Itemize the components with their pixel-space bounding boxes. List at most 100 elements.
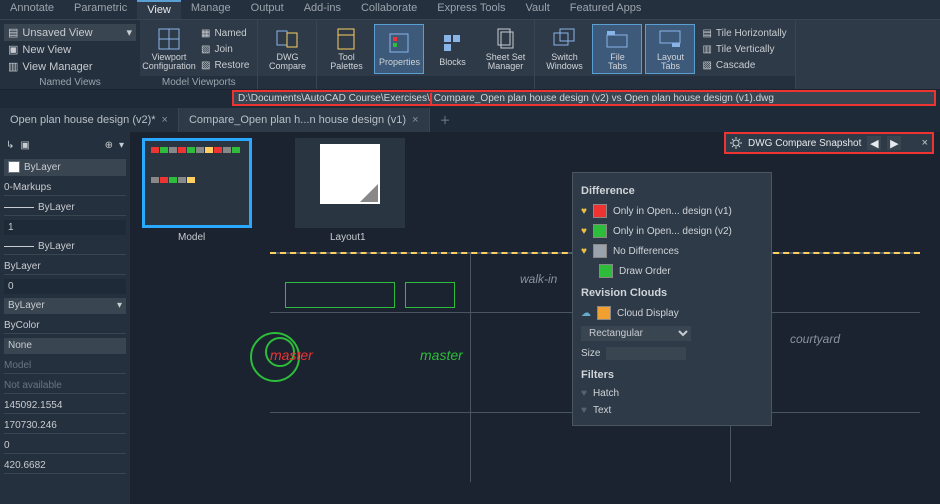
sheetset-button[interactable]: Sheet SetManager	[480, 24, 530, 74]
courtyard-text: courtyard	[790, 332, 840, 346]
menu-tab-view[interactable]: View	[137, 0, 181, 19]
unsaved-view-dropdown[interactable]: ▤ Unsaved View ▾	[4, 24, 136, 41]
view-manager-icon: ▥	[8, 60, 18, 73]
drawing-canvas[interactable]: Model Layout1 master master walk-in cour…	[130, 132, 940, 504]
menu-tab-annotate[interactable]: Annotate	[0, 0, 64, 19]
text-label: Text	[593, 405, 611, 416]
tile-v-label: Tile Vertically	[716, 44, 775, 55]
filepath-prefix: D:\Documents\AutoCAD Course\Exercises\	[238, 93, 430, 104]
walkin-text: walk-in	[520, 272, 557, 286]
properties-button[interactable]: Properties	[374, 24, 424, 74]
filters-heading: Filters	[581, 369, 763, 381]
menu-tab-parametric[interactable]: Parametric	[64, 0, 137, 19]
bylayer-color-row[interactable]: ByLayer	[4, 159, 126, 176]
close-icon[interactable]: ×	[922, 137, 928, 149]
filepath-bar: D:\Documents\AutoCAD Course\Exercises\Co…	[232, 90, 936, 106]
layout-thumbnail[interactable]	[295, 138, 405, 228]
hatch-filter-row[interactable]: ♥Hatch	[581, 385, 763, 402]
cloud-shape-select[interactable]: Rectangular	[581, 326, 691, 341]
color-swatch	[8, 161, 20, 173]
lineweight-label: ByLayer	[38, 241, 75, 252]
main-area: ↳ ▣ ⊕ ▾ ByLayer 0-Markups ByLayer 1 ByLa…	[0, 132, 940, 504]
dwg-compare-button[interactable]: DWGCompare	[262, 24, 312, 74]
close-icon[interactable]: ×	[162, 114, 168, 126]
close-icon[interactable]: ×	[412, 114, 418, 126]
tile-vertically-button[interactable]: ▥Tile Vertically	[698, 42, 790, 57]
cloud-icon[interactable]: ☁	[581, 308, 591, 319]
nodiff-row[interactable]: ♥No Differences	[581, 241, 763, 261]
tool-palettes-button[interactable]: ToolPalettes	[321, 24, 371, 74]
coord-z-val: 0	[4, 440, 10, 451]
cloud-size-input[interactable]	[606, 347, 686, 360]
document-tabs: Open plan house design (v2)* × Compare_O…	[0, 108, 940, 132]
diff-v2-label: Only in Open... design (v2)	[613, 226, 732, 237]
diff-v2-row[interactable]: ♥ Only in Open... design (v2)	[581, 221, 763, 241]
scale-input[interactable]: 1	[4, 220, 126, 235]
cascade-button[interactable]: ▧Cascade	[698, 58, 790, 73]
menu-tab-addins[interactable]: Add-ins	[294, 0, 351, 19]
menu-tab-express[interactable]: Express Tools	[427, 0, 515, 19]
cloud-shape-row[interactable]: Rectangular	[581, 323, 763, 344]
bulb-icon[interactable]: ♥	[581, 206, 587, 217]
bulb-icon[interactable]: ♥	[581, 388, 587, 399]
named-label: Named	[214, 28, 246, 39]
bycolor-row: ByColor	[4, 318, 126, 334]
draworder-row[interactable]: Draw Order	[581, 261, 763, 281]
menu-tab-collaborate[interactable]: Collaborate	[351, 0, 427, 19]
transparency-input[interactable]: 0	[4, 279, 126, 294]
next-diff-button[interactable]: ▶	[887, 136, 901, 150]
menu-tab-output[interactable]: Output	[241, 0, 294, 19]
chevron-down-icon: ▾	[117, 300, 122, 311]
view-manager-button[interactable]: ▥ View Manager	[4, 58, 136, 75]
layer-row[interactable]: 0-Markups	[4, 180, 126, 196]
blocks-button[interactable]: Blocks	[427, 24, 477, 74]
doc-tab-compare[interactable]: Compare_Open plan h...n house design (v1…	[179, 108, 430, 132]
bulb-icon[interactable]: ♥	[581, 246, 587, 257]
menu-tab-featured[interactable]: Featured Apps	[560, 0, 652, 19]
plus-icon[interactable]: ⊕	[105, 140, 113, 151]
prev-diff-button[interactable]: ◀	[867, 136, 881, 150]
cube-icon[interactable]: ▣	[20, 140, 29, 151]
lineweight-row[interactable]: ByLayer	[4, 239, 126, 255]
bylayer-row2[interactable]: ByLayer▾	[4, 298, 126, 314]
coord-y: 170730.246	[4, 418, 126, 434]
viewport-named-button[interactable]: ▦Named	[197, 26, 253, 41]
revclouds-heading: Revision Clouds	[581, 287, 763, 299]
bulb-icon[interactable]: ♥	[581, 226, 587, 237]
diff-v1-row[interactable]: ♥Only in Open... design (v1)	[581, 201, 763, 221]
tile-h-icon: ▤	[702, 28, 711, 39]
viewport-join-button[interactable]: ▧Join	[197, 42, 253, 57]
model-thumbnail[interactable]	[142, 138, 252, 228]
coord-w-val: 420.6682	[4, 460, 46, 471]
cloud-display-row[interactable]: ☁Cloud Display	[581, 303, 763, 323]
new-tab-button[interactable]: ＋	[430, 108, 461, 132]
bulb-icon[interactable]: ♥	[581, 405, 587, 416]
layout-tabs-button[interactable]: LayoutTabs	[645, 24, 695, 74]
linetype-row[interactable]: ByLayer	[4, 200, 126, 216]
viewport-restore-button[interactable]: ▨Restore	[197, 58, 253, 73]
none-row[interactable]: None	[4, 338, 126, 354]
gear-icon[interactable]	[730, 137, 742, 149]
dwg-compare-panel: Difference ♥Only in Open... design (v1) …	[572, 172, 772, 426]
switch-windows-button[interactable]: SwitchWindows	[539, 24, 589, 74]
doc-tab-v2[interactable]: Open plan house design (v2)* ×	[0, 108, 179, 132]
transparency-row[interactable]: ByLayer	[4, 259, 126, 275]
viewport-group-label: Model Viewports	[140, 76, 257, 89]
tile-horizontally-button[interactable]: ▤ Tile Horizontally	[698, 26, 790, 41]
new-view-button[interactable]: ▣ New View	[4, 41, 136, 58]
blocks-icon	[440, 31, 464, 55]
file-tabs-button[interactable]: FileTabs	[592, 24, 642, 74]
arrow-icon[interactable]: ↳	[6, 140, 14, 151]
bycolor-label: ByColor	[4, 320, 40, 331]
menu-tab-manage[interactable]: Manage	[181, 0, 241, 19]
cloud-size-row: Size	[581, 344, 763, 363]
red-swatch	[593, 204, 607, 218]
viewport-config-button[interactable]: ViewportConfiguration	[144, 24, 194, 74]
ribbon-windows-group: SwitchWindows FileTabs LayoutTabs ▤ Tile …	[535, 20, 795, 89]
green-swatch	[599, 264, 613, 278]
chevron-down-icon[interactable]: ▾	[119, 140, 124, 151]
text-filter-row[interactable]: ♥ Text	[581, 402, 763, 419]
tile-h-label: Tile Horizontally	[716, 28, 787, 39]
named-views-group-label: Named Views	[4, 77, 136, 88]
menu-tab-vault[interactable]: Vault	[516, 0, 560, 19]
